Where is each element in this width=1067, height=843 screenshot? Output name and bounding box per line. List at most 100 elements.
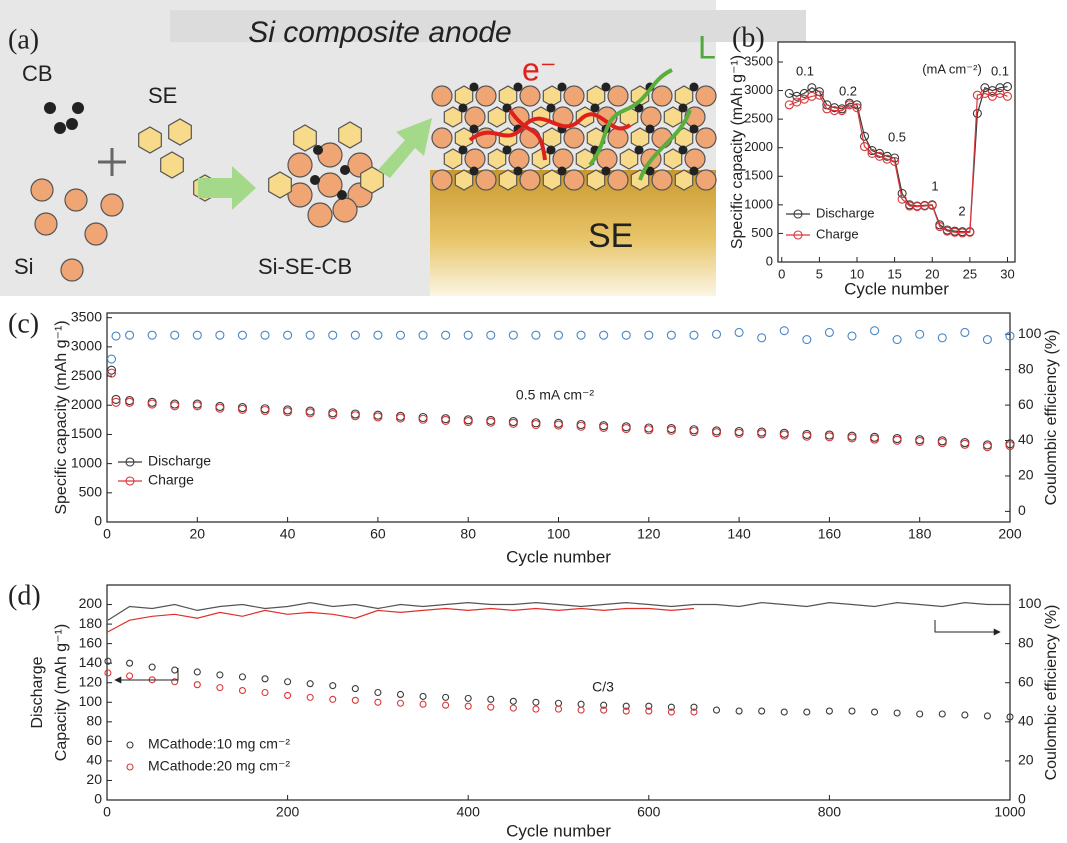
data-point — [486, 415, 496, 425]
data-point — [916, 710, 924, 718]
cb-particle — [44, 102, 56, 114]
data-point — [463, 417, 473, 427]
y-tick-label: 1000 — [744, 196, 773, 211]
series-line — [107, 601, 1010, 621]
se-layer-label: SE — [588, 217, 633, 255]
data-point — [170, 330, 180, 340]
y-tick-label: 3500 — [71, 308, 102, 324]
data-point — [216, 684, 224, 692]
y-tick-label: 100 — [79, 693, 103, 709]
data-point — [972, 108, 982, 118]
cb-particle — [557, 166, 567, 176]
data-point — [396, 699, 405, 707]
annotation: 0.1 — [796, 63, 814, 78]
si-particle — [607, 169, 629, 191]
arrow — [198, 166, 256, 210]
y2-tick-label: 0 — [1018, 791, 1026, 807]
data-point — [621, 330, 631, 340]
si-label: Si — [14, 254, 34, 279]
data-point — [852, 103, 862, 113]
axis-arrow — [934, 620, 1001, 636]
si-particle — [287, 182, 313, 208]
data-point — [621, 424, 631, 434]
si-particle — [651, 85, 673, 107]
data-point — [553, 418, 564, 428]
si-particle — [508, 148, 530, 170]
data-point — [938, 710, 946, 718]
cb-particle — [469, 82, 479, 92]
axis-arrow — [114, 668, 179, 684]
si-particle — [30, 178, 54, 202]
data-point — [869, 434, 880, 444]
panel-label: (d) — [8, 580, 41, 611]
y-tick-label: 160 — [79, 634, 103, 650]
data-point — [576, 421, 586, 431]
data-point — [577, 706, 585, 714]
electron-path — [468, 112, 632, 142]
data-point — [734, 327, 744, 338]
si-particle — [34, 212, 58, 236]
cb-particle — [502, 103, 512, 113]
cb-particle — [458, 103, 468, 113]
y-tick-label: 500 — [79, 484, 103, 500]
legend-marker — [126, 763, 134, 771]
cb-particle — [557, 82, 567, 92]
cb-particle — [513, 82, 523, 92]
data-point — [306, 693, 314, 701]
si-particle — [563, 169, 585, 191]
cb-particle — [66, 118, 78, 130]
si-particle — [519, 85, 541, 107]
data-point — [328, 408, 338, 418]
data-point — [622, 702, 630, 710]
data-point — [126, 672, 134, 680]
data-point — [306, 680, 314, 688]
y2-axis-label: Coulombic efficiency (%) — [1043, 605, 1060, 781]
data-point — [667, 703, 675, 711]
x-tick-label: 200 — [276, 804, 300, 820]
data-point — [711, 329, 722, 339]
data-point — [644, 330, 654, 340]
cb-particle — [337, 190, 347, 200]
data-point — [599, 330, 609, 340]
data-point — [395, 413, 406, 423]
data-point — [104, 657, 112, 665]
data-point — [667, 708, 675, 716]
x-tick-label: 800 — [818, 804, 842, 820]
x-tick-label: 0 — [778, 266, 785, 281]
data-point — [442, 701, 450, 709]
y-tick-label: 0 — [94, 791, 102, 807]
x-tick-label: 20 — [925, 266, 939, 281]
data-point — [807, 83, 817, 93]
se-label: SE — [148, 83, 177, 108]
data-point — [260, 404, 270, 414]
data-point — [802, 431, 812, 441]
x-tick-label: 20 — [190, 526, 206, 542]
data-point — [961, 711, 969, 719]
legend-marker — [793, 209, 803, 219]
data-point — [577, 700, 585, 708]
cb-particle — [689, 82, 699, 92]
data-point — [284, 691, 292, 699]
data-point — [599, 421, 609, 431]
x-axis-label: Cycle number — [506, 547, 611, 566]
y2-tick-label: 40 — [1018, 713, 1034, 729]
data-point — [927, 200, 937, 210]
data-point — [284, 678, 292, 686]
y-tick-label: 3000 — [744, 82, 773, 97]
si-particle — [651, 169, 673, 191]
y2-axis-label: Coulombic efficiency (%) — [1043, 330, 1060, 506]
data-point — [373, 410, 383, 420]
se-particle — [293, 124, 317, 152]
legend-marker — [793, 230, 803, 240]
legend-marker — [126, 741, 134, 749]
data-point — [937, 436, 947, 446]
data-point — [238, 673, 246, 681]
data-point — [216, 671, 224, 679]
si-particle — [552, 148, 574, 170]
y2-tick-label: 0 — [1018, 502, 1026, 518]
cb-particle — [601, 166, 611, 176]
data-point — [802, 429, 812, 439]
data-point — [757, 427, 767, 437]
